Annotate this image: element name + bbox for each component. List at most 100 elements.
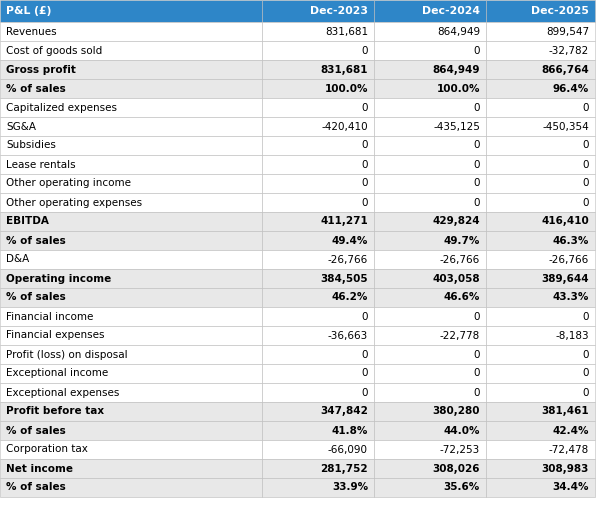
- Text: 0: 0: [473, 179, 480, 188]
- Bar: [0, 117, 262, 136]
- Text: % of sales: % of sales: [6, 426, 66, 436]
- Bar: [262, 174, 374, 193]
- Text: 49.4%: 49.4%: [332, 236, 368, 245]
- Bar: [262, 155, 374, 174]
- Text: 347,842: 347,842: [320, 407, 368, 416]
- Text: 0: 0: [473, 350, 480, 359]
- Text: 0: 0: [473, 387, 480, 398]
- Text: 864,949: 864,949: [437, 26, 480, 37]
- Text: 0: 0: [583, 159, 589, 169]
- Text: Corporation tax: Corporation tax: [6, 444, 88, 455]
- Bar: [0, 402, 262, 421]
- Bar: [486, 250, 595, 269]
- Text: Financial expenses: Financial expenses: [6, 330, 104, 341]
- Bar: [374, 193, 486, 212]
- Bar: [486, 288, 595, 307]
- Text: 43.3%: 43.3%: [553, 293, 589, 302]
- Text: Exceptional income: Exceptional income: [6, 369, 108, 379]
- Text: 411,271: 411,271: [320, 216, 368, 227]
- Text: 0: 0: [473, 45, 480, 55]
- Bar: [0, 478, 262, 497]
- Text: Revenues: Revenues: [6, 26, 56, 37]
- Bar: [0, 136, 262, 155]
- Text: EBITDA: EBITDA: [6, 216, 49, 227]
- Text: Profit before tax: Profit before tax: [6, 407, 104, 416]
- Text: % of sales: % of sales: [6, 83, 66, 94]
- Bar: [0, 41, 262, 60]
- Bar: [374, 0, 486, 22]
- Text: 46.2%: 46.2%: [332, 293, 368, 302]
- Text: 0: 0: [361, 350, 368, 359]
- Bar: [262, 60, 374, 79]
- Text: 0: 0: [473, 102, 480, 112]
- Text: 0: 0: [361, 387, 368, 398]
- Bar: [374, 269, 486, 288]
- Bar: [486, 459, 595, 478]
- Text: 831,681: 831,681: [320, 65, 368, 74]
- Bar: [0, 193, 262, 212]
- Bar: [374, 459, 486, 478]
- Text: 0: 0: [473, 312, 480, 322]
- Bar: [486, 383, 595, 402]
- Text: -450,354: -450,354: [542, 122, 589, 131]
- Bar: [262, 459, 374, 478]
- Text: Cost of goods sold: Cost of goods sold: [6, 45, 102, 55]
- Bar: [0, 440, 262, 459]
- Bar: [0, 288, 262, 307]
- Text: Operating income: Operating income: [6, 273, 111, 284]
- Text: 0: 0: [361, 140, 368, 151]
- Text: Profit (loss) on disposal: Profit (loss) on disposal: [6, 350, 128, 359]
- Text: 0: 0: [361, 197, 368, 208]
- Bar: [0, 212, 262, 231]
- Bar: [0, 250, 262, 269]
- Bar: [486, 421, 595, 440]
- Bar: [374, 231, 486, 250]
- Text: 0: 0: [473, 369, 480, 379]
- Bar: [374, 440, 486, 459]
- Text: 0: 0: [361, 159, 368, 169]
- Bar: [262, 41, 374, 60]
- Text: 0: 0: [583, 312, 589, 322]
- Text: 100.0%: 100.0%: [437, 83, 480, 94]
- Bar: [262, 383, 374, 402]
- Bar: [262, 307, 374, 326]
- Text: Exceptional expenses: Exceptional expenses: [6, 387, 119, 398]
- Text: 0: 0: [473, 140, 480, 151]
- Bar: [262, 231, 374, 250]
- Bar: [0, 231, 262, 250]
- Bar: [0, 155, 262, 174]
- Text: 0: 0: [583, 350, 589, 359]
- Bar: [486, 402, 595, 421]
- Bar: [0, 174, 262, 193]
- Bar: [262, 345, 374, 364]
- Bar: [486, 79, 595, 98]
- Bar: [0, 22, 262, 41]
- Text: 100.0%: 100.0%: [325, 83, 368, 94]
- Bar: [486, 193, 595, 212]
- Bar: [486, 136, 595, 155]
- Bar: [374, 326, 486, 345]
- Bar: [374, 212, 486, 231]
- Text: 403,058: 403,058: [433, 273, 480, 284]
- Text: 0: 0: [473, 159, 480, 169]
- Bar: [262, 440, 374, 459]
- Text: Other operating expenses: Other operating expenses: [6, 197, 142, 208]
- Text: 0: 0: [361, 312, 368, 322]
- Bar: [374, 421, 486, 440]
- Bar: [262, 250, 374, 269]
- Bar: [486, 117, 595, 136]
- Text: SG&A: SG&A: [6, 122, 36, 131]
- Text: Dec-2023: Dec-2023: [310, 6, 368, 16]
- Text: 41.8%: 41.8%: [332, 426, 368, 436]
- Text: 46.6%: 46.6%: [443, 293, 480, 302]
- Text: Other operating income: Other operating income: [6, 179, 131, 188]
- Bar: [0, 326, 262, 345]
- Text: D&A: D&A: [6, 254, 29, 265]
- Text: -420,410: -420,410: [322, 122, 368, 131]
- Bar: [374, 307, 486, 326]
- Text: Dec-2025: Dec-2025: [531, 6, 589, 16]
- Text: 0: 0: [583, 387, 589, 398]
- Text: 308,026: 308,026: [433, 464, 480, 473]
- Text: 0: 0: [473, 197, 480, 208]
- Text: P&L (£): P&L (£): [6, 6, 52, 16]
